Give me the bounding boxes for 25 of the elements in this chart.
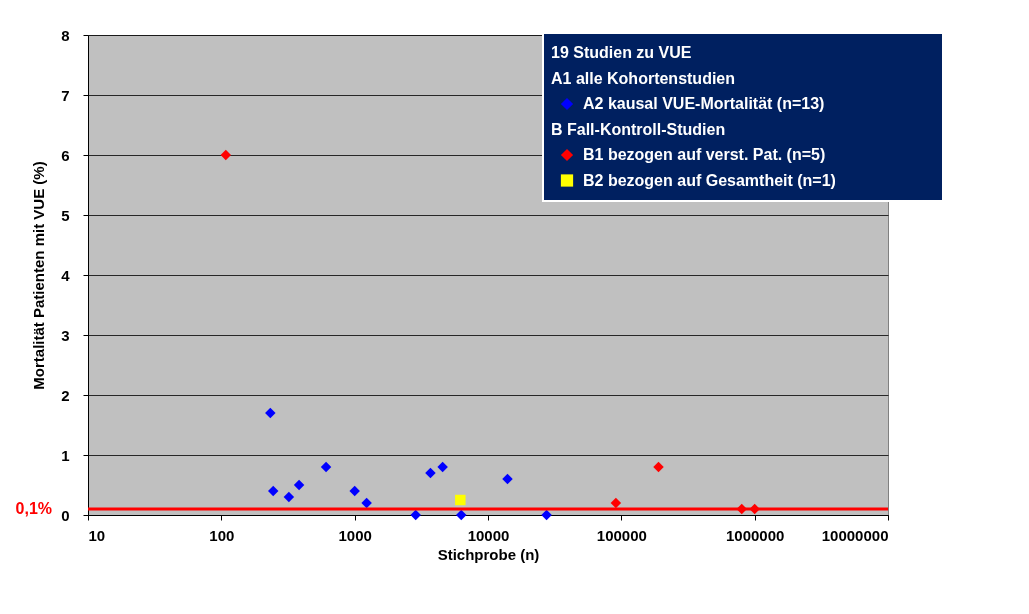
y-tick-label: 6 — [61, 146, 70, 164]
legend-title: 19 Studien zu VUE — [551, 44, 692, 61]
legend-label: A2 kausal VUE-Mortalität (n=13) — [583, 95, 825, 112]
y-tick-label: 5 — [61, 206, 70, 224]
y-tick-label: 4 — [61, 266, 71, 284]
x-tick-label: 100 — [209, 526, 235, 544]
legend-label: B1 bezogen auf verst. Pat. (n=5) — [583, 146, 826, 163]
y-tick-label: 0 — [61, 506, 70, 524]
legend-label: B2 bezogen auf Gesamtheit (n=1) — [583, 171, 836, 189]
annotation: B Fall-Kontroll-Studien — [551, 120, 726, 138]
y-tick-label: 3 — [61, 326, 70, 344]
x-axis-title: Stichprobe (n) — [437, 545, 540, 563]
y-tick-label: 1 — [61, 446, 70, 464]
x-tick-label: 10000 — [467, 526, 510, 544]
x-tick-label: 1000 — [338, 526, 372, 544]
x-tick-label: 10 — [88, 526, 106, 544]
y-tick-label: 7 — [61, 86, 70, 104]
y-tick-label: 8 — [61, 26, 70, 44]
ref-line-label: 0,1% — [15, 500, 52, 517]
y-tick-label: 2 — [61, 386, 70, 404]
annotation: A1 alle Kohortenstudien — [551, 69, 736, 87]
x-tick-label: 100000 — [596, 526, 647, 544]
x-tick-label: 10000000 — [821, 526, 889, 544]
y-axis-title: Mortalität Patienten mit VUE (%) — [30, 161, 48, 390]
x-tick-label: 1000000 — [725, 526, 785, 544]
